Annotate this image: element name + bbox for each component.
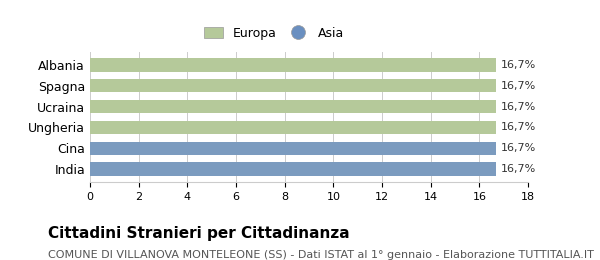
Bar — [90, 58, 496, 72]
Text: Cittadini Stranieri per Cittadinanza: Cittadini Stranieri per Cittadinanza — [48, 226, 350, 241]
Text: 16,7%: 16,7% — [501, 81, 536, 91]
Bar — [90, 121, 496, 134]
Text: COMUNE DI VILLANOVA MONTELEONE (SS) - Dati ISTAT al 1° gennaio - Elaborazione TU: COMUNE DI VILLANOVA MONTELEONE (SS) - Da… — [48, 250, 594, 259]
Text: 16,7%: 16,7% — [501, 122, 536, 132]
Bar — [90, 142, 496, 155]
Legend: Europa, Asia: Europa, Asia — [199, 22, 349, 45]
Text: 16,7%: 16,7% — [501, 60, 536, 70]
Bar — [90, 100, 496, 113]
Text: 16,7%: 16,7% — [501, 102, 536, 112]
Bar — [90, 79, 496, 92]
Bar — [90, 162, 496, 176]
Text: 16,7%: 16,7% — [501, 143, 536, 153]
Text: 16,7%: 16,7% — [501, 164, 536, 174]
